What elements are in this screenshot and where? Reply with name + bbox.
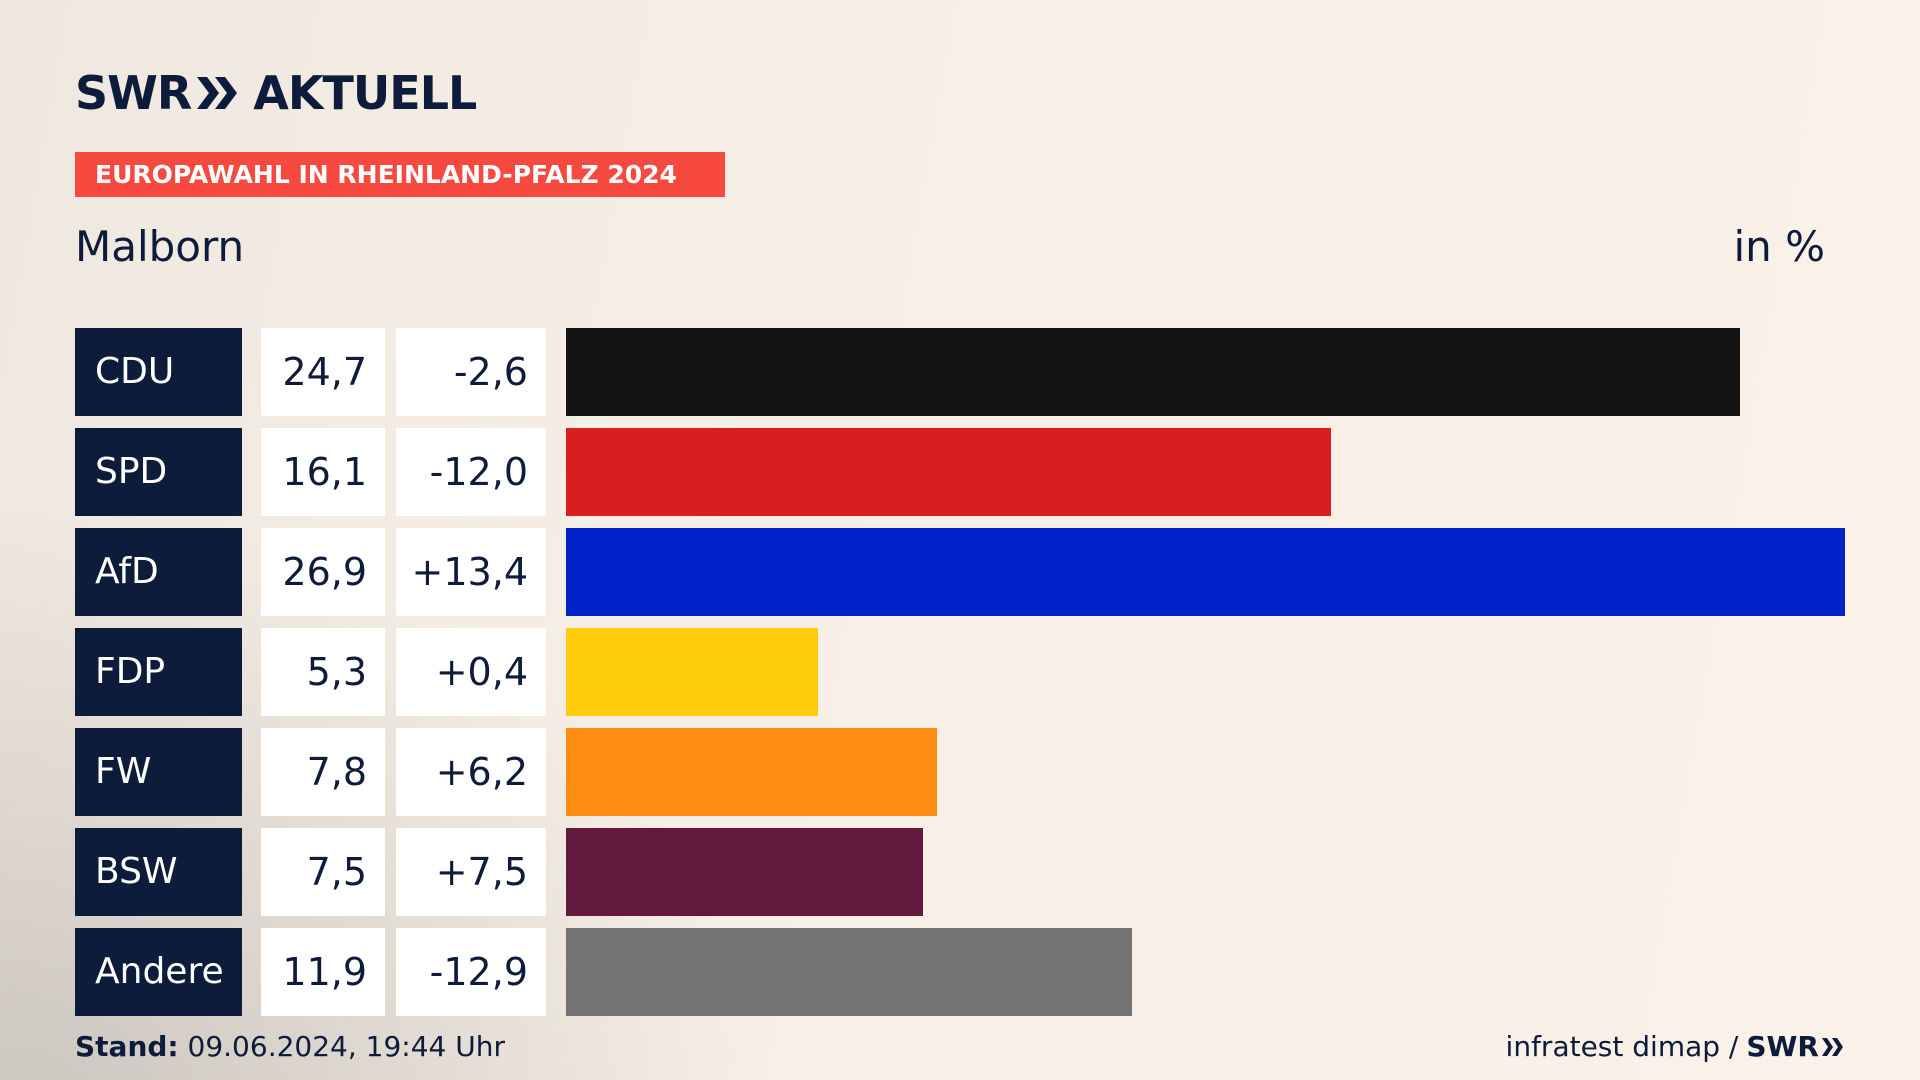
party-label: FDP [75,628,242,716]
party-label: SPD [75,428,242,516]
source-credit: infratest dimap / SWR [1506,1030,1845,1063]
party-label: CDU [75,328,242,416]
result-row: FDP 5,3 +0,4 [75,628,1845,716]
timestamp: Stand: 09.06.2024, 19:44 Uhr [75,1030,505,1063]
result-row: Andere 11,9 -12,9 [75,928,1845,1016]
result-bar [566,428,1331,516]
party-label: AfD [75,528,242,616]
result-row: CDU 24,7 -2,6 [75,328,1845,416]
vote-share-label: 11,9 [261,928,385,1016]
party-label: BSW [75,828,242,916]
change-label: -12,9 [396,928,546,1016]
vote-share-label: 24,7 [261,328,385,416]
brand-name: SWR [75,66,192,120]
change-label: -2,6 [396,328,546,416]
result-bar [566,528,1845,616]
stand-label: Stand: [75,1030,179,1063]
double-chevron-icon [195,75,239,111]
source-text: infratest dimap / [1505,1030,1739,1063]
result-row: FW 7,8 +6,2 [75,728,1845,816]
stand-value: 09.06.2024, 19:44 Uhr [187,1030,505,1063]
party-label: Andere [75,928,242,1016]
small-double-chevron-icon [1822,1037,1843,1056]
vote-share-label: 7,5 [261,828,385,916]
result-row: AfD 26,9 +13,4 [75,528,1845,616]
source-logo-text: SWR [1746,1030,1819,1063]
election-subtitle: EUROPAWAHL IN RHEINLAND-PFALZ 2024 [75,152,725,197]
result-bar [566,828,923,916]
change-label: +0,4 [396,628,546,716]
vote-share-label: 5,3 [261,628,385,716]
result-bar [566,628,818,716]
party-label: FW [75,728,242,816]
change-label: +7,5 [396,828,546,916]
vote-share-label: 7,8 [261,728,385,816]
result-row: SPD 16,1 -12,0 [75,428,1845,516]
unit-label: in % [1733,222,1825,271]
change-label: -12,0 [396,428,546,516]
result-bar [566,928,1132,1016]
swr-aktuell-logo: SWR AKTUELL [75,66,477,120]
swr-small-logo: SWR [1746,1030,1845,1063]
result-bar [566,728,937,816]
results-chart: CDU 24,7 -2,6 SPD 16,1 -12,0 AfD 26,9 +13,4 FDP 5,… [75,328,1845,1028]
vote-share-label: 26,9 [261,528,385,616]
result-row: BSW 7,5 +7,5 [75,828,1845,916]
result-bar [566,328,1740,416]
change-label: +13,4 [396,528,546,616]
vote-share-label: 16,1 [261,428,385,516]
change-label: +6,2 [396,728,546,816]
brand-product: AKTUELL [253,66,477,120]
region-title: Malborn [75,222,245,271]
